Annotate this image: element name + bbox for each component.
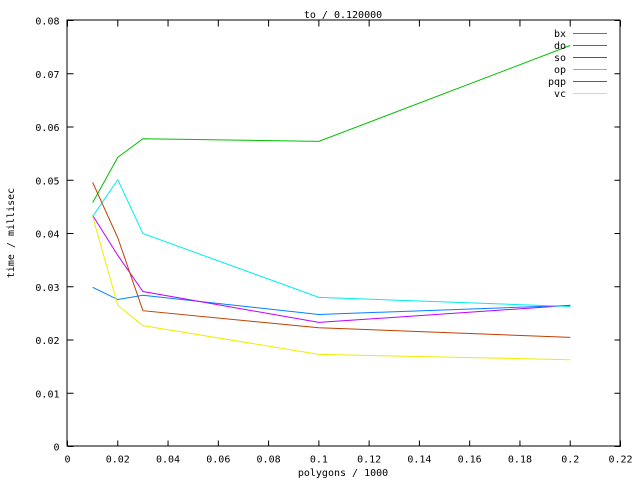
legend-label: so (554, 53, 566, 64)
y-tick-label: 0.05 (35, 176, 59, 187)
x-tick-label: 0.04 (156, 455, 180, 466)
series-line-do (92, 286, 571, 315)
y-tick-label: 0.06 (35, 123, 59, 134)
x-tick-label: 0.02 (106, 455, 130, 466)
y-tick-label: 0 (53, 443, 59, 454)
y-tick-label: 0.08 (35, 17, 59, 28)
series-line-bx (92, 45, 571, 203)
y-tick-label: 0.07 (35, 70, 59, 81)
x-axis-label: polygons / 1000 (298, 468, 388, 479)
legend-label: do (554, 41, 566, 52)
y-tick-label: 0.01 (35, 389, 59, 400)
x-tick-label: 0.18 (508, 455, 532, 466)
series-line-so (92, 215, 571, 323)
chart-title: to / 0.120000 (304, 10, 382, 21)
series-line-vc (92, 216, 571, 361)
y-tick-label: 0.02 (35, 336, 59, 347)
x-tick-label: 0.1 (310, 455, 328, 466)
legend-label: vc (554, 89, 566, 100)
y-tick-label: 0.04 (35, 230, 59, 241)
y-axis-label: time / millisec (6, 188, 17, 278)
series-line-pqp (92, 182, 571, 338)
legend-label: op (554, 65, 566, 76)
y-tick-label: 0.03 (35, 283, 59, 294)
plot-border (66, 19, 621, 447)
x-tick-label: 0 (64, 455, 70, 466)
x-tick-label: 0.2 (561, 455, 579, 466)
x-tick-label: 0.08 (257, 455, 281, 466)
x-tick-label: 0.14 (407, 455, 431, 466)
x-tick-label: 0.16 (458, 455, 482, 466)
x-tick-label: 0.12 (357, 455, 381, 466)
legend-label: pqp (548, 77, 566, 88)
legend-label: bx (554, 29, 566, 40)
series-line-op (92, 178, 571, 307)
x-tick-label: 0.22 (608, 455, 632, 466)
x-tick-label: 0.06 (206, 455, 230, 466)
